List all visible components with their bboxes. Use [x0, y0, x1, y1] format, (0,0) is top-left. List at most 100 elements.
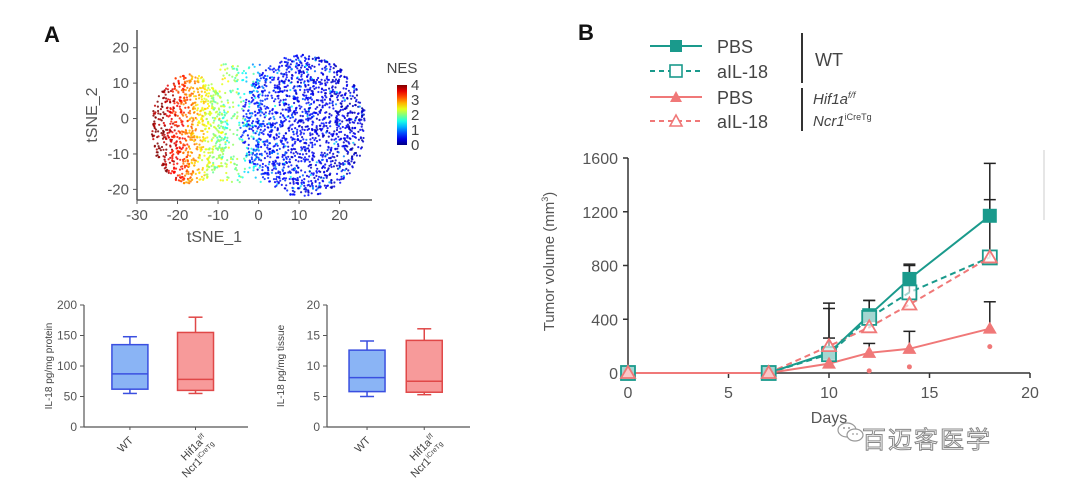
scatter-point	[163, 133, 166, 136]
scatter-point	[177, 79, 180, 82]
scatter-point	[189, 136, 192, 139]
scatter-point	[320, 87, 324, 90]
scatter-point	[282, 158, 285, 161]
scatter-point	[323, 79, 326, 82]
scatter-point	[262, 130, 265, 133]
scatter-point	[285, 68, 288, 71]
scatter-point	[263, 144, 266, 147]
scatter-point	[278, 69, 281, 72]
scatter-point	[242, 124, 245, 127]
scatter-point	[277, 66, 281, 69]
scatter-point	[321, 135, 325, 138]
x-tick-label: 10	[291, 207, 308, 224]
scatter-point	[275, 133, 278, 136]
scatter-point	[289, 88, 292, 92]
scatter-point	[313, 70, 317, 73]
scatter-point	[288, 177, 291, 181]
scatter-point	[169, 144, 172, 147]
scatter-point	[273, 86, 276, 89]
scatter-points	[150, 53, 366, 197]
scatter-point	[193, 143, 196, 146]
scatter-point	[183, 96, 186, 99]
scatter-point	[207, 122, 210, 125]
scatter-point	[276, 95, 279, 98]
scatter-point	[341, 125, 344, 129]
scatter-point	[237, 92, 240, 95]
scatter-point	[302, 181, 306, 185]
scatter-point	[290, 105, 293, 108]
scatter-point	[327, 78, 330, 81]
scatter-point	[346, 97, 349, 100]
scatter-point	[207, 140, 210, 143]
scatter-point	[294, 118, 297, 121]
scatter-point	[217, 156, 220, 159]
scatter-point	[294, 127, 297, 130]
scatter-point	[363, 117, 366, 120]
scatter-point	[303, 94, 306, 97]
scatter-point	[196, 103, 199, 106]
scatter-point	[293, 193, 296, 196]
scatter-point	[329, 160, 332, 163]
scatter-point	[217, 125, 220, 128]
scatter-point	[338, 178, 341, 181]
scatter-point	[342, 141, 345, 144]
scatter-point	[287, 155, 290, 158]
scatter-point	[221, 165, 224, 168]
scatter-point	[202, 178, 205, 181]
scatter-point	[252, 89, 255, 92]
scatter-point	[165, 97, 168, 100]
scatter-point	[165, 148, 168, 151]
scatter-point	[178, 137, 181, 140]
scatter-point	[273, 163, 276, 167]
scatter-point	[216, 115, 219, 118]
scatter-point	[221, 83, 224, 86]
scatter-point	[295, 106, 298, 109]
scatter-point	[258, 63, 261, 66]
scatter-point	[173, 142, 176, 145]
scatter-point	[231, 101, 235, 104]
scatter-point	[318, 59, 321, 63]
scatter-point	[320, 59, 323, 62]
scatter-point	[309, 67, 312, 70]
scatter-point	[216, 148, 219, 151]
scatter-point	[315, 161, 318, 164]
scatter-point	[334, 78, 338, 81]
scatter-point	[255, 139, 258, 142]
scatter-point	[250, 96, 253, 99]
scatter-point	[315, 99, 318, 102]
scatter-point	[200, 95, 203, 98]
scatter-point	[206, 175, 209, 178]
scatter-point	[273, 84, 276, 87]
scatter-point	[266, 140, 269, 143]
scatter-point	[275, 121, 278, 124]
scatter-point	[306, 71, 309, 74]
scatter-point	[182, 91, 185, 94]
scatter-point	[233, 113, 236, 116]
scatter-point	[321, 132, 324, 135]
scatter-point	[339, 68, 342, 71]
scatter-point	[171, 135, 174, 138]
scatter-point	[193, 101, 196, 104]
scatter-point	[227, 80, 230, 83]
scatter-point	[270, 130, 273, 133]
scatter-point	[310, 172, 313, 175]
scatter-point	[200, 116, 203, 119]
scatter-point	[174, 77, 177, 80]
scatter-point	[260, 145, 263, 149]
scatter-point	[231, 65, 234, 68]
scatter-point	[264, 94, 267, 97]
scatter-point	[243, 170, 246, 173]
scatter-point	[328, 151, 331, 154]
scatter-point	[251, 153, 254, 156]
scatter-point	[269, 147, 272, 150]
scatter-point	[271, 78, 274, 81]
scatter-point	[269, 65, 272, 68]
scatter-point	[312, 115, 315, 118]
scatter-point	[324, 116, 327, 119]
scatter-point	[275, 184, 278, 187]
scatter-point	[325, 139, 328, 143]
scatter-point	[294, 90, 297, 93]
scatter-point	[314, 179, 317, 182]
scatter-point	[328, 164, 331, 167]
scatter-point	[281, 168, 284, 171]
